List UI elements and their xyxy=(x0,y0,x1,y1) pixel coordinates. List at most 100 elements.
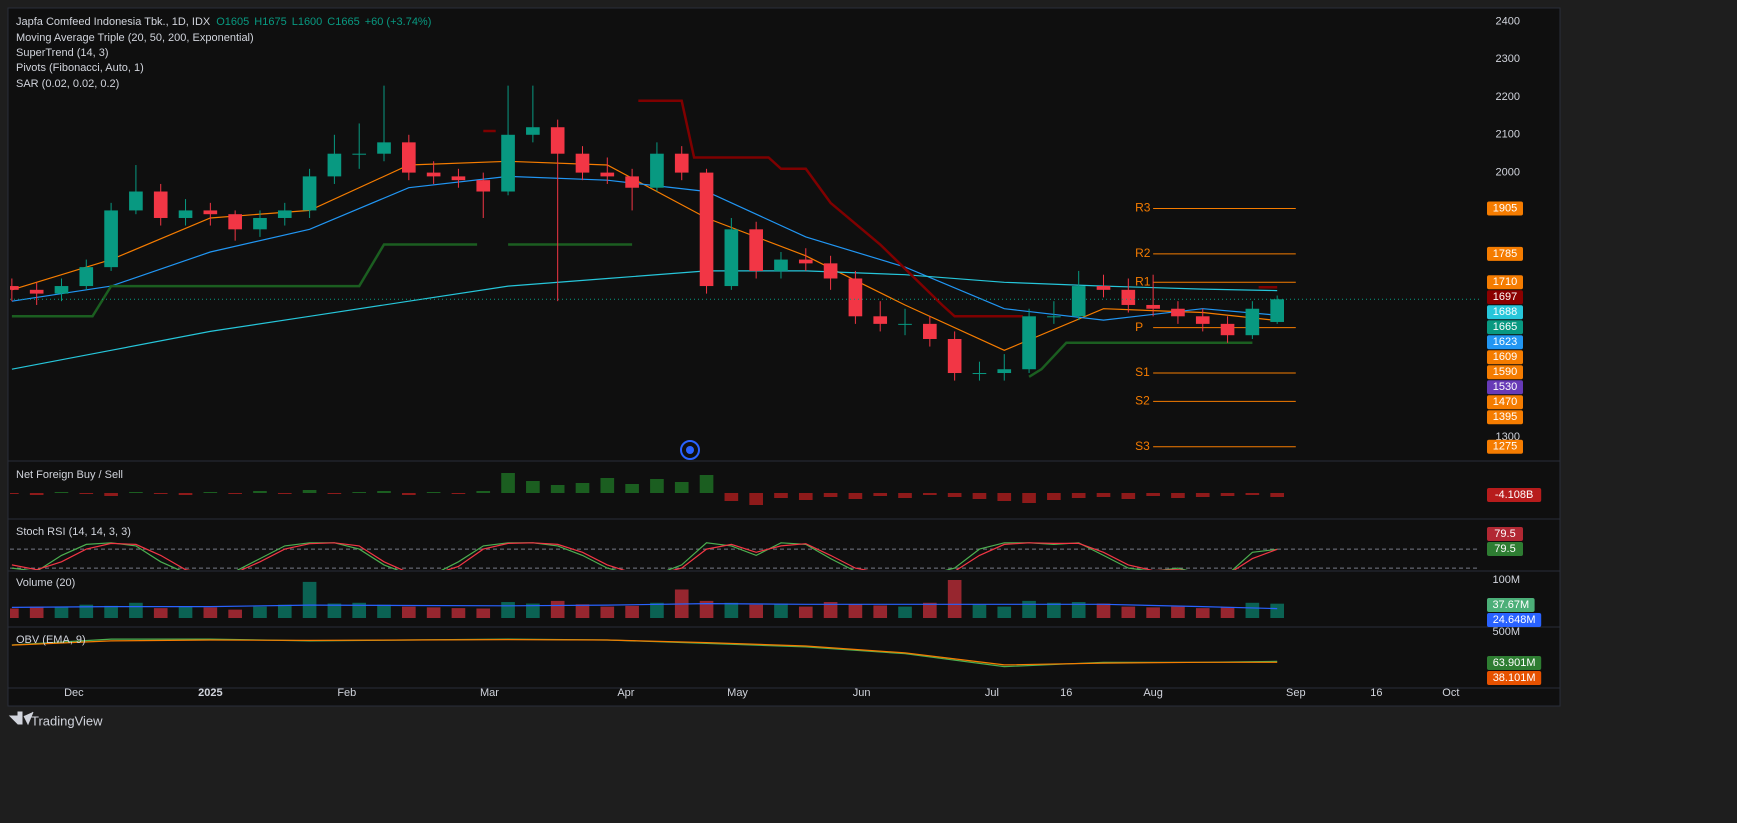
candle-body xyxy=(550,127,565,154)
value-tag-label: 24.648M xyxy=(1493,614,1536,626)
candle-body xyxy=(79,267,94,287)
candle-body xyxy=(178,210,193,218)
candle-body xyxy=(526,127,540,135)
pivot-label: R2 xyxy=(1135,246,1151,260)
bar xyxy=(1022,493,1036,503)
indicator-label[interactable]: SAR (0.02, 0.02, 0.2) xyxy=(16,78,119,90)
candle-body xyxy=(947,338,962,374)
event-icon[interactable] xyxy=(680,440,700,460)
bar xyxy=(774,603,788,618)
candle-body xyxy=(402,142,416,173)
bar xyxy=(823,493,838,497)
x-tick-label: Sep xyxy=(1286,687,1306,699)
candle-body xyxy=(277,210,292,218)
bar xyxy=(848,493,863,499)
bar xyxy=(972,604,987,618)
indicator-pane xyxy=(10,473,1284,505)
bar xyxy=(600,478,615,493)
x-tick-label: Oct xyxy=(1442,687,1459,699)
bar xyxy=(1096,603,1111,618)
bar xyxy=(1171,606,1185,618)
price-tag-label: 1905 xyxy=(1493,202,1517,214)
indicator-pane xyxy=(11,638,1278,668)
pivot-label: R1 xyxy=(1135,274,1151,288)
candle-body xyxy=(153,191,168,218)
pane-title: Net Foreign Buy / Sell xyxy=(16,469,123,481)
indicator-line xyxy=(11,638,1278,666)
footer-brand[interactable]: TradingView xyxy=(31,713,103,728)
value-tag xyxy=(1487,613,1542,627)
candle-body xyxy=(1071,286,1086,317)
bar xyxy=(1146,607,1160,618)
open-value: O1605 xyxy=(216,16,249,28)
bar xyxy=(253,606,267,618)
candle-body xyxy=(1146,304,1160,309)
bar xyxy=(54,607,69,618)
price-tag xyxy=(1487,246,1523,261)
bar xyxy=(352,492,367,493)
candle-body xyxy=(327,153,342,177)
candle-body xyxy=(674,153,689,173)
price-tag-label: 1395 xyxy=(1493,411,1517,423)
price-pane: R3 R2 R1 P S1 S2 S3 xyxy=(10,85,1296,453)
bar xyxy=(10,493,19,494)
y-tick-label: 2100 xyxy=(1496,129,1520,141)
candle-body xyxy=(724,229,739,287)
pivot-label: S1 xyxy=(1135,365,1150,379)
candle-body xyxy=(1121,289,1136,305)
bar xyxy=(1195,493,1210,497)
bar xyxy=(1245,493,1260,495)
bar xyxy=(798,606,813,618)
bar xyxy=(402,493,416,495)
price-tag-label: 1590 xyxy=(1493,366,1517,378)
supertrend-up xyxy=(11,243,1253,378)
price-tag xyxy=(1487,290,1523,305)
indicator-pane xyxy=(10,579,1284,618)
candle-body xyxy=(848,278,863,317)
candle-body xyxy=(426,172,441,177)
change-value: +60 (+3.74%) xyxy=(365,16,432,28)
indicator-label[interactable]: SuperTrend (14, 3) xyxy=(16,47,109,59)
value-tag-label: 79.5 xyxy=(1494,528,1515,540)
bar xyxy=(997,493,1012,501)
chart-frame xyxy=(7,7,1561,707)
indicator-label[interactable]: Pivots (Fibonacci, Auto, 1) xyxy=(16,62,144,74)
candle-body xyxy=(873,316,888,324)
x-tick-label: Apr xyxy=(617,687,634,699)
bar xyxy=(426,492,441,493)
candle-body xyxy=(699,172,714,287)
pivot-label: S3 xyxy=(1135,439,1150,453)
candle-body xyxy=(129,191,143,211)
candle-body xyxy=(1195,316,1210,324)
value-tag-label: 37.67M xyxy=(1492,599,1529,611)
candle-body xyxy=(10,286,19,290)
bar xyxy=(377,604,391,618)
bar xyxy=(476,608,491,618)
bar xyxy=(923,602,937,618)
bar xyxy=(10,608,19,618)
candle-body xyxy=(898,323,912,325)
moving-average xyxy=(11,270,1278,370)
bar xyxy=(153,608,168,618)
price-tag xyxy=(1487,395,1523,410)
bar xyxy=(972,493,987,499)
pane-title: Stoch RSI (14, 14, 3, 3) xyxy=(16,526,131,538)
price-tag-label: 1275 xyxy=(1493,441,1517,453)
candle-body xyxy=(228,214,242,230)
symbol-title: Japfa Comfeed Indonesia Tbk., 1D, IDX xyxy=(16,16,211,28)
price-tag xyxy=(1487,365,1523,380)
price-tag-label: 1470 xyxy=(1493,396,1517,408)
bar xyxy=(1146,493,1160,496)
bar xyxy=(228,493,242,494)
bar xyxy=(1121,493,1136,499)
indicator-label[interactable]: Moving Average Triple (20, 50, 200, Expo… xyxy=(16,32,254,44)
bar xyxy=(650,479,664,493)
value-tag-label: -4.108B xyxy=(1495,489,1534,501)
bar xyxy=(1022,600,1036,618)
x-tick-label: Jun xyxy=(853,687,871,699)
bar xyxy=(798,493,813,500)
bar xyxy=(402,606,416,618)
bar xyxy=(724,493,739,501)
